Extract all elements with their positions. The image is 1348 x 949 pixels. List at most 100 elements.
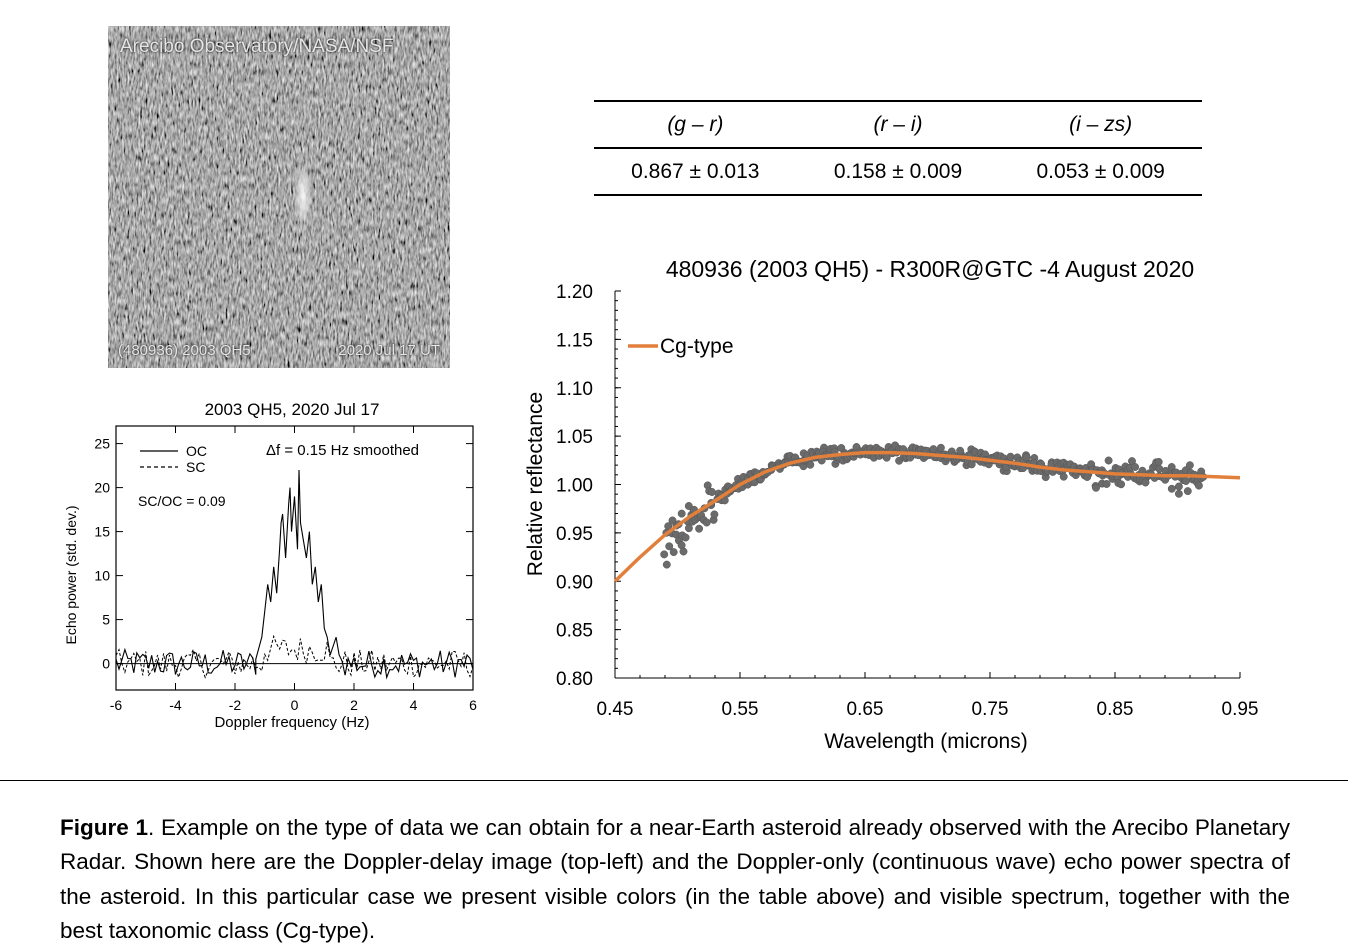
spectrum-point xyxy=(1154,457,1163,466)
spec-y-tick-label: 0.90 xyxy=(556,572,593,593)
spectrum-point xyxy=(1117,480,1126,489)
table-cell-g-r: 0.867 ± 0.013 xyxy=(631,159,760,183)
echo-legend: OC SC xyxy=(140,443,207,475)
sc-series-line xyxy=(115,634,474,680)
spec-x-tick-label: 0.75 xyxy=(972,699,1009,720)
spectrum-point xyxy=(1131,463,1140,471)
spectrum-point xyxy=(1059,472,1068,481)
spec-y-label: Relative reflectance xyxy=(524,392,547,576)
spec-axes: 0.80 0.85 0.90 0.95 1.00 1.05 1.10 1.15 1.20 0.45… xyxy=(556,282,1258,720)
echo-power-chart: 2003 QH5, 2020 Jul 17 -6 -4 -2 0 2 4 6 0 5 10 15 2… xyxy=(63,400,477,731)
spectrum-point xyxy=(1092,483,1100,492)
spectrum-point xyxy=(695,524,704,533)
echo-x-tick-label: 6 xyxy=(469,697,477,713)
spectrum-point xyxy=(1194,481,1203,490)
spec-y-tick-label: 0.80 xyxy=(556,669,593,690)
spectrum-point xyxy=(684,502,693,510)
spectrum-point xyxy=(708,488,716,496)
caption-label: Figure 1 xyxy=(60,814,148,840)
echo-x-tick-label: 4 xyxy=(410,697,418,713)
echo-x-tick-label: -6 xyxy=(110,697,123,713)
oc-series-line xyxy=(115,469,474,680)
spectrum-point xyxy=(1183,487,1192,496)
table-row: 0.867 ± 0.013 0.158 ± 0.009 0.053 ± 0.00… xyxy=(594,148,1202,195)
radar-image: Arecibo Observatory/NASA/NSF (480936) 20… xyxy=(108,26,450,368)
echo-y-label: Echo power (std. dev.) xyxy=(63,505,79,644)
spectrum-point xyxy=(956,446,965,455)
spectrum-point xyxy=(967,460,976,469)
legend-oc-label: OC xyxy=(186,443,207,459)
spectrum-point xyxy=(1185,461,1194,470)
spectrum-point xyxy=(936,443,945,452)
radar-date-label: 2020 Jul 17 UT xyxy=(338,342,440,359)
spectrum-point xyxy=(664,522,673,531)
spec-y-tick-label: 1.20 xyxy=(556,282,593,303)
echo-x-tick-label: -2 xyxy=(229,697,242,713)
spectrum-point xyxy=(1174,489,1183,498)
echo-y-tick-label: 0 xyxy=(102,656,110,672)
spec-legend: Cg-type xyxy=(628,335,734,358)
echo-x-tick-label: 2 xyxy=(350,697,358,713)
spectrum-point xyxy=(1141,478,1150,487)
spectrum-point xyxy=(1022,453,1031,462)
radar-credit: Arecibo Observatory/NASA/NSF xyxy=(120,36,394,57)
figure-caption: Figure 1. Example on the type of data we… xyxy=(60,811,1290,949)
echo-x-tick-label: 0 xyxy=(291,697,299,713)
legend-sc-label: SC xyxy=(186,459,205,475)
spectrum-point xyxy=(681,533,690,542)
spectrum-point xyxy=(669,548,678,557)
echo-y-tick-label: 5 xyxy=(102,612,110,628)
spec-x-tick-label: 0.55 xyxy=(722,699,759,720)
reflectance-chart: 480936 (2003 QH5) - R300R@GTC -4 August … xyxy=(524,256,1258,753)
caption-text: . Example on the type of data we can obt… xyxy=(60,814,1290,944)
echo-y-tick-label: 20 xyxy=(94,480,110,496)
spectrum-point xyxy=(1167,484,1176,493)
legend-cg-label: Cg-type xyxy=(660,335,734,358)
spectrum-point xyxy=(665,542,674,551)
spec-y-tick-label: 1.00 xyxy=(556,476,593,497)
cg-type-curve xyxy=(613,450,1241,583)
spec-x-tick-label: 0.95 xyxy=(1222,699,1259,720)
echo-x-tick-label: -4 xyxy=(169,697,182,713)
spectrum-point xyxy=(1182,477,1190,485)
table-header-row: (g – r) (r – i) (i – zs) xyxy=(594,101,1202,148)
echo-smoothing-note: Δf = 0.15 Hz smoothed xyxy=(266,442,419,459)
radar-target-label: (480936) 2003 QH5 xyxy=(118,342,251,359)
echo-x-label: Doppler frequency (Hz) xyxy=(214,714,369,731)
table-cell-i-z: 0.053 ± 0.009 xyxy=(1036,159,1165,183)
spectrum-point xyxy=(660,550,669,559)
echo-series xyxy=(115,469,474,680)
spec-y-tick-label: 1.15 xyxy=(556,330,593,351)
spec-y-tick-label: 1.10 xyxy=(556,379,593,400)
spectrum-point xyxy=(702,518,711,527)
echo-y-tick-label: 25 xyxy=(94,436,110,452)
spectrum-point xyxy=(684,524,693,533)
table-header-g-r: (g – r) xyxy=(667,112,724,136)
spec-y-tick-label: 0.85 xyxy=(556,621,593,642)
echo-y-tick-label: 10 xyxy=(94,568,110,584)
spectrum-point xyxy=(806,460,815,469)
spectrum-point xyxy=(662,560,671,569)
caption-divider xyxy=(0,780,1348,781)
table-cell-r-i: 0.158 ± 0.009 xyxy=(833,159,963,183)
colors-table: (g – r) (r – i) (i – zs) 0.867 ± 0.013 0… xyxy=(594,100,1202,196)
spec-chart-title: 480936 (2003 QH5) - R300R@GTC -4 August … xyxy=(666,256,1194,282)
spec-y-tick-label: 0.95 xyxy=(556,524,593,545)
asteroid-echo xyxy=(291,151,315,241)
spectrum-point xyxy=(1104,456,1113,465)
spec-points xyxy=(660,441,1208,569)
spectrum-point xyxy=(1174,482,1183,491)
spec-x-tick-label: 0.85 xyxy=(1097,699,1134,720)
table-header-i-z: (i – zs) xyxy=(1069,112,1133,136)
echo-y-tick-label: 15 xyxy=(94,524,110,540)
spectrum-point xyxy=(710,510,719,519)
echo-chart-title: 2003 QH5, 2020 Jul 17 xyxy=(205,400,380,419)
spectrum-point xyxy=(1102,480,1111,488)
spec-x-tick-label: 0.65 xyxy=(847,699,884,720)
spectrum-point xyxy=(677,509,686,518)
radar-noise-image xyxy=(108,26,450,368)
echo-ratio-note: SC/OC = 0.09 xyxy=(138,493,226,509)
spectrum-point xyxy=(1006,452,1015,461)
echo-x-axis: -6 -4 -2 0 2 4 6 xyxy=(110,426,477,713)
table-header-r-i: (r – i) xyxy=(873,112,923,136)
